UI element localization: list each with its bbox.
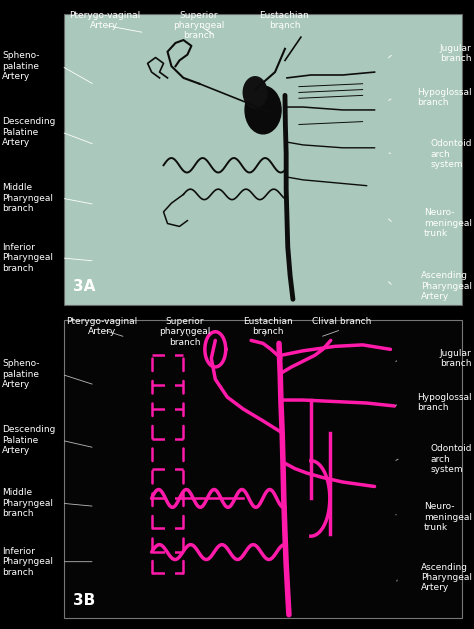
Text: Hypoglossal
branch: Hypoglossal branch xyxy=(417,393,472,412)
Text: Superior
pharyngeal
branch: Superior pharyngeal branch xyxy=(159,317,210,347)
Circle shape xyxy=(245,86,281,134)
Text: Neuro-
meningeal
trunk: Neuro- meningeal trunk xyxy=(424,502,472,532)
Text: Middle
Pharyngeal
branch: Middle Pharyngeal branch xyxy=(2,488,54,518)
Text: Eustachian
branch: Eustachian branch xyxy=(260,11,309,30)
Text: Jugular
branch: Jugular branch xyxy=(440,349,472,368)
Text: Eustachian
branch: Eustachian branch xyxy=(243,317,292,337)
Text: 3A: 3A xyxy=(73,279,96,294)
Bar xyxy=(64,320,462,618)
Text: Superior
pharyngeal
branch: Superior pharyngeal branch xyxy=(173,11,225,40)
Text: Neuro-
meningeal
trunk: Neuro- meningeal trunk xyxy=(424,208,472,238)
Text: Inferior
Pharyngeal
branch: Inferior Pharyngeal branch xyxy=(2,243,54,273)
Text: Pterygo-vaginal
Artery: Pterygo-vaginal Artery xyxy=(66,317,137,337)
Text: Odontoid
arch
system: Odontoid arch system xyxy=(430,444,472,474)
Text: Descending
Palatine
Artery: Descending Palatine Artery xyxy=(2,425,56,455)
Text: Spheno-
palatine
Artery: Spheno- palatine Artery xyxy=(2,51,40,81)
Text: Hypoglossal
branch: Hypoglossal branch xyxy=(417,88,472,107)
Bar xyxy=(64,14,462,305)
Text: Jugular
branch: Jugular branch xyxy=(440,44,472,63)
Text: Middle
Pharyngeal
branch: Middle Pharyngeal branch xyxy=(2,183,54,213)
Text: Inferior
Pharyngeal
branch: Inferior Pharyngeal branch xyxy=(2,547,54,577)
Text: Odontoid
arch
system: Odontoid arch system xyxy=(430,139,472,169)
Text: Clival branch: Clival branch xyxy=(311,317,371,326)
Text: Pterygo-vaginal
Artery: Pterygo-vaginal Artery xyxy=(69,11,140,30)
Text: Spheno-
palatine
Artery: Spheno- palatine Artery xyxy=(2,359,40,389)
Text: Ascending
Pharyngeal
Artery: Ascending Pharyngeal Artery xyxy=(420,271,472,301)
Circle shape xyxy=(243,77,267,108)
Text: 3B: 3B xyxy=(73,593,96,608)
Text: Descending
Palatine
Artery: Descending Palatine Artery xyxy=(2,117,56,147)
Text: Ascending
Pharyngeal
Artery: Ascending Pharyngeal Artery xyxy=(420,562,472,593)
